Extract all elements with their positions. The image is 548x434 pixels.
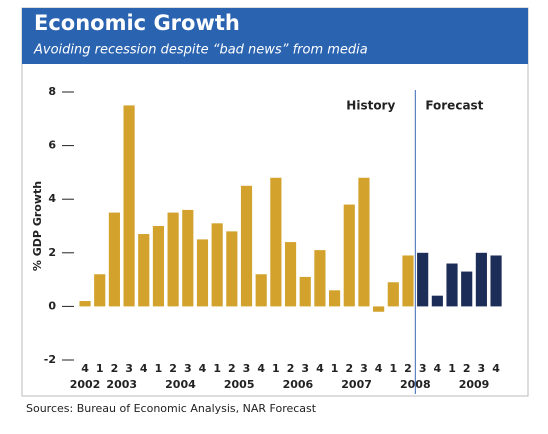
- year-label: 2002: [70, 378, 101, 391]
- bar: [79, 301, 91, 307]
- y-tick-label: 4: [48, 192, 56, 205]
- y-tick-label: 8: [48, 85, 56, 98]
- header-banner: [22, 8, 528, 64]
- y-tick-label: 2: [48, 246, 56, 259]
- x-tick-label: 1: [272, 362, 280, 375]
- bar: [152, 226, 165, 307]
- y-tick-label: 6: [48, 139, 56, 152]
- y-axis-title: % GDP Growth: [31, 181, 44, 271]
- x-tick-label: 4: [316, 362, 324, 375]
- bar: [490, 255, 502, 307]
- bar: [373, 306, 385, 312]
- bar: [431, 295, 443, 307]
- bar: [417, 252, 429, 307]
- chart-title: Economic Growth: [34, 11, 240, 35]
- x-tick-label: 3: [419, 362, 427, 375]
- bar: [108, 212, 120, 307]
- x-tick-label: 3: [243, 362, 251, 375]
- x-tick-label: 1: [213, 362, 221, 375]
- source: Sources: Bureau of Economic Analysis, NA…: [26, 402, 317, 415]
- bar: [314, 250, 326, 307]
- x-tick-label: 4: [81, 362, 89, 375]
- bar: [299, 276, 311, 307]
- bar: [196, 239, 209, 307]
- bar: [461, 271, 473, 307]
- bar: [167, 212, 179, 307]
- bar: [255, 274, 267, 307]
- year-label: 2003: [106, 378, 137, 391]
- bar: [475, 252, 487, 307]
- year-label: 2006: [283, 378, 314, 391]
- x-tick-label: 3: [125, 362, 133, 375]
- forecast-label: Forecast: [425, 99, 483, 113]
- bar: [329, 290, 341, 307]
- x-tick-label: 3: [301, 362, 309, 375]
- x-tick-label: 4: [434, 362, 442, 375]
- x-tick-label: 2: [287, 362, 295, 375]
- bar: [94, 274, 106, 307]
- x-tick-label: 4: [199, 362, 207, 375]
- bar: [358, 177, 370, 307]
- x-tick-label: 1: [448, 362, 456, 375]
- bar: [240, 185, 253, 307]
- bar: [123, 105, 135, 307]
- bar: [343, 204, 355, 307]
- x-tick-label: 3: [184, 362, 192, 375]
- x-tick-label: 1: [96, 362, 104, 375]
- year-label: 2009: [459, 378, 490, 391]
- bar: [446, 263, 458, 307]
- bar: [270, 177, 282, 307]
- x-tick-label: 4: [140, 362, 148, 375]
- history-label: History: [346, 99, 395, 113]
- x-tick-label: 3: [360, 362, 368, 375]
- bar: [284, 242, 297, 307]
- bar: [226, 231, 238, 307]
- year-label: 2004: [165, 378, 196, 391]
- x-tick-label: 2: [169, 362, 177, 375]
- x-tick-label: 2: [111, 362, 119, 375]
- year-label: 2005: [224, 378, 255, 391]
- x-tick-label: 4: [492, 362, 500, 375]
- bar: [387, 282, 399, 307]
- year-label: 2007: [341, 378, 372, 391]
- x-tick-label: 4: [375, 362, 383, 375]
- y-tick-label: -2: [44, 353, 56, 366]
- x-tick-label: 1: [155, 362, 163, 375]
- bar: [211, 223, 223, 307]
- x-tick-label: 2: [228, 362, 236, 375]
- bar: [182, 209, 194, 307]
- x-tick-label: 1: [331, 362, 339, 375]
- bar: [402, 255, 414, 307]
- y-tick-label: 0: [48, 299, 56, 312]
- x-tick-label: 4: [257, 362, 265, 375]
- x-tick-label: 2: [404, 362, 412, 375]
- x-tick-label: 3: [478, 362, 486, 375]
- x-tick-label: 2: [345, 362, 353, 375]
- x-tick-label: 2: [463, 362, 471, 375]
- x-tick-label: 1: [389, 362, 397, 375]
- bar: [138, 234, 150, 307]
- chart-subtitle: Avoiding recession despite “bad news” fr…: [33, 43, 368, 58]
